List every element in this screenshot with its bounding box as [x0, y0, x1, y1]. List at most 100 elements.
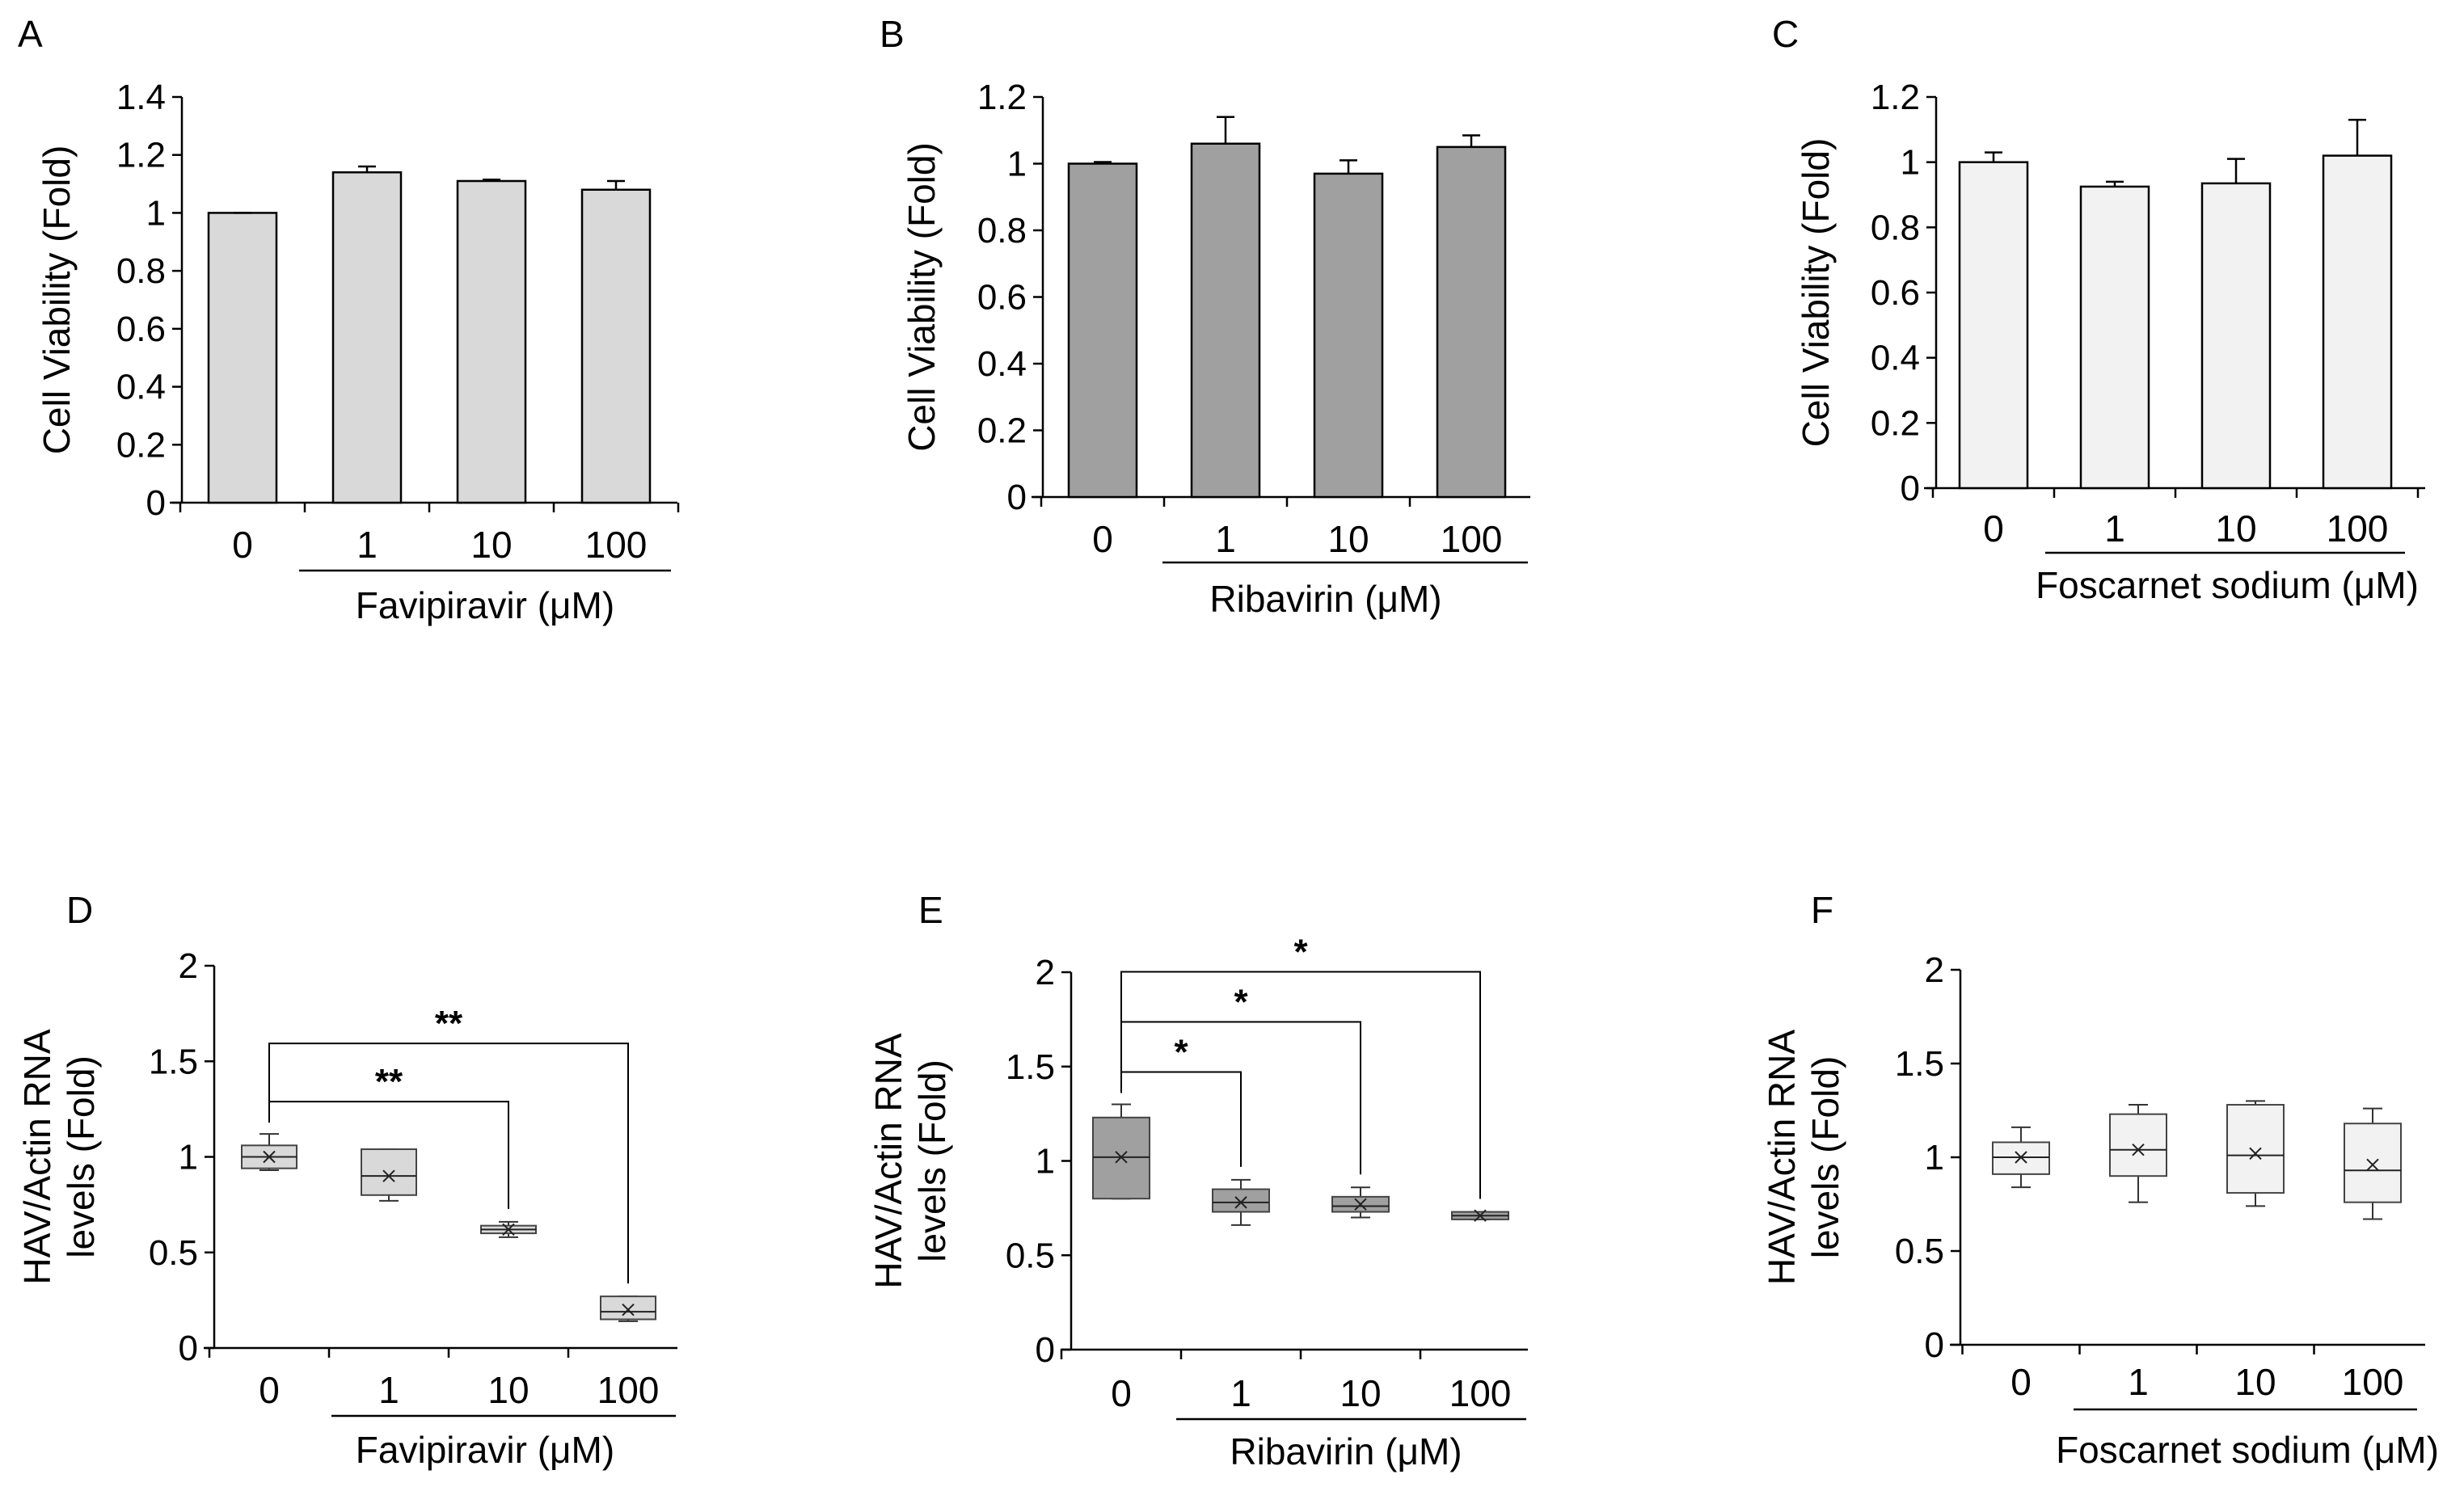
category-label: 1 — [378, 1369, 399, 1411]
significance-label: ** — [375, 1062, 403, 1102]
y-tick-label: 1.4 — [116, 78, 166, 117]
category-label: 10 — [2234, 1361, 2276, 1403]
y-tick-label: 0 — [1925, 1325, 1944, 1365]
y-axis-title: HAV/Actin RNAlevels (Fold) — [867, 1033, 953, 1288]
category-label: 1 — [2128, 1361, 2149, 1403]
panel-d: D 0 0.5 1 1.5 2 0 1 10 100 Favipiravir (μM) HAV/Act… — [16, 889, 677, 1471]
significance-label: ** — [435, 1004, 463, 1043]
category-label: 1 — [357, 524, 378, 566]
mean-marker — [1474, 1209, 1487, 1222]
y-tick-label: 0.5 — [1895, 1232, 1944, 1271]
category-label: 0 — [1092, 518, 1113, 560]
y-tick-label: 0.8 — [116, 251, 166, 291]
y-tick-label: 1 — [179, 1138, 198, 1177]
x-axis-title: Favipiravir (μM) — [356, 1429, 614, 1471]
category-label: 10 — [470, 524, 512, 566]
x-axis-title: Foscarnet sodium (μM) — [2036, 564, 2419, 606]
bar — [1436, 145, 1507, 499]
bar — [207, 212, 278, 504]
category-label: 100 — [597, 1369, 660, 1411]
mean-marker — [1234, 1196, 1247, 1209]
x-axis-title: Foscarnet sodium (μM) — [2056, 1429, 2439, 1471]
y-axis-title: HAV/Actin RNAlevels (Fold) — [16, 1029, 102, 1284]
y-axis-title-line: levels (Fold) — [1804, 1056, 1846, 1259]
mean-marker — [1354, 1198, 1367, 1211]
category-label: 1 — [1230, 1372, 1251, 1414]
mean-marker — [2249, 1147, 2262, 1161]
panel-letter: B — [880, 13, 905, 55]
y-tick-label: 0.4 — [977, 344, 1027, 384]
y-axis-title: Cell Viability (Fold) — [36, 145, 78, 455]
y-tick-label: 1 — [146, 193, 166, 233]
panel-letter: F — [1811, 889, 1833, 931]
y-axis-title-line: levels (Fold) — [60, 1055, 102, 1258]
panel-letter: D — [66, 889, 93, 931]
mean-marker — [2015, 1151, 2027, 1164]
category-label: 100 — [1441, 518, 1503, 560]
category-label: 10 — [487, 1369, 529, 1411]
bar — [2079, 185, 2150, 490]
y-tick-label: 1.5 — [1006, 1047, 1055, 1087]
mean-marker — [382, 1169, 395, 1182]
x-axis-title: Favipiravir (μM) — [356, 584, 614, 626]
category-label: 1 — [2104, 508, 2125, 550]
category-label: 100 — [1449, 1372, 1512, 1414]
box — [2344, 1123, 2402, 1203]
significance-bracket — [268, 1043, 629, 1284]
y-tick-label: 0.6 — [116, 310, 166, 349]
category-label: 0 — [232, 524, 253, 566]
bar — [1958, 161, 2029, 490]
panel-f: F 0 0.5 1 1.5 2 0 1 10 100 Foscarnet sodium (μM) HA… — [1761, 889, 2439, 1471]
significance-label: * — [1174, 1032, 1188, 1072]
bar — [331, 171, 403, 504]
y-tick-label: 0.8 — [977, 211, 1027, 251]
y-tick-label: 1.5 — [149, 1042, 198, 1081]
y-axis-title-line: levels (Fold) — [911, 1059, 953, 1262]
y-tick-label: 1.2 — [116, 136, 166, 175]
y-tick-label: 1.5 — [1895, 1044, 1944, 1084]
y-tick-label: 0 — [146, 483, 166, 523]
category-label: 10 — [2215, 508, 2256, 550]
y-tick-label: 0.5 — [149, 1233, 198, 1273]
y-tick-label: 1 — [1901, 143, 1920, 183]
y-axis-title: Cell Viability (Fold) — [1795, 138, 1837, 448]
y-tick-label: 0.6 — [1871, 273, 1920, 313]
bar — [2200, 182, 2272, 490]
bar — [2322, 154, 2393, 490]
y-tick-label: 2 — [1925, 950, 1944, 990]
box — [2226, 1104, 2285, 1194]
category-label: 10 — [1340, 1372, 1381, 1414]
box — [2109, 1113, 2167, 1177]
panel-c: C 0 0.2 0.4 0.6 0.8 1 1.2 0 1 10 100 Foscarnet sodiu… — [1772, 13, 2425, 606]
box — [361, 1148, 417, 1196]
bar — [1313, 172, 1384, 499]
y-tick-label: 1 — [1036, 1142, 1055, 1182]
y-tick-label: 0.2 — [977, 411, 1027, 451]
bar — [580, 188, 652, 504]
y-tick-label: 1 — [1007, 145, 1027, 184]
bar — [456, 179, 527, 504]
y-tick-label: 1.2 — [977, 78, 1027, 117]
category-label: 100 — [2327, 508, 2389, 550]
y-tick-label: 2 — [1036, 953, 1055, 992]
box — [600, 1295, 656, 1321]
box — [1992, 1141, 2050, 1175]
mean-marker — [263, 1150, 276, 1164]
category-label: 0 — [1983, 508, 2004, 550]
category-label: 100 — [585, 524, 648, 566]
significance-label: * — [1293, 932, 1308, 971]
y-axis-title: Cell Viability (Fold) — [901, 142, 943, 452]
panel-letter: E — [918, 889, 943, 931]
y-tick-label: 0.2 — [116, 425, 166, 465]
category-label: 100 — [2342, 1361, 2404, 1403]
mean-marker — [2132, 1144, 2145, 1156]
category-label: 1 — [1215, 518, 1236, 560]
y-tick-label: 0.8 — [1871, 208, 1920, 247]
y-tick-label: 0 — [1036, 1330, 1055, 1370]
y-tick-label: 2 — [179, 946, 198, 986]
panel-letter: A — [18, 13, 43, 55]
panel-letter: C — [1772, 13, 1799, 55]
significance-label: * — [1234, 982, 1248, 1022]
